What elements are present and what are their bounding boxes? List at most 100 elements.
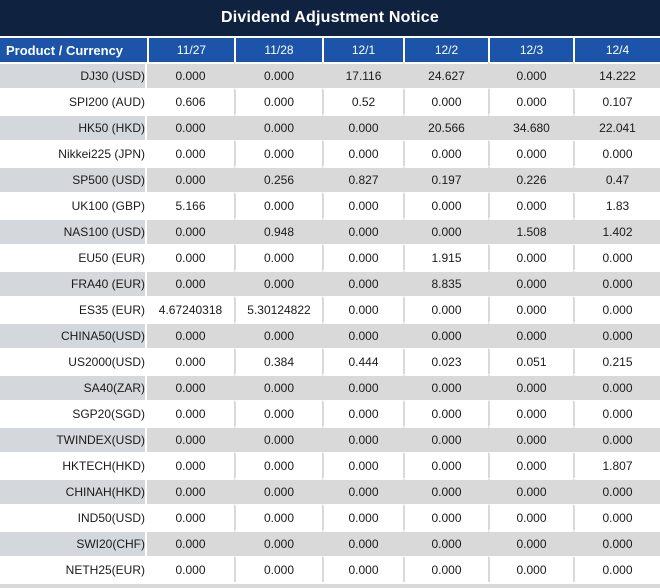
value-cell: 0.000: [573, 374, 660, 400]
value-cell: 0.000: [403, 140, 488, 166]
value-cell: 0.000: [488, 556, 573, 582]
product-cell: TWINDEX(USD): [0, 426, 147, 452]
value-cell: 0.000: [147, 452, 234, 478]
value-cell: 0.000: [234, 400, 322, 426]
value-cell: 0.000: [403, 478, 488, 504]
value-cell: 0.000: [147, 478, 234, 504]
value-cell: 0.000: [147, 400, 234, 426]
table-row: UK100 (GBP) 5.166 0.000 0.000 0.000 0.000 1.83: [0, 192, 660, 218]
product-cell: NETH25(EUR): [0, 556, 147, 582]
value-cell: 0.000: [488, 62, 573, 88]
product-cell: EU50 (EUR): [0, 244, 147, 270]
value-cell: 0.000: [234, 114, 322, 140]
value-cell: 0.000: [403, 296, 488, 322]
product-cell: HK50 (HKD): [0, 114, 147, 140]
value-cell: 0.000: [322, 296, 403, 322]
header-row: Product / Currency 11/27 11/28 12/1 12/2…: [0, 38, 660, 62]
product-cell: SPI200 (AUD): [0, 88, 147, 114]
product-cell: Nikkei225 (JPN): [0, 140, 147, 166]
product-cell: IND50(USD): [0, 504, 147, 530]
value-cell: 0.000: [234, 530, 322, 556]
value-cell: 1.402: [573, 218, 660, 244]
value-cell: 0.000: [147, 348, 234, 374]
table-row: SP500 (USD) 0.000 0.256 0.827 0.197 0.226 0.47: [0, 166, 660, 192]
value-cell: 0.000: [403, 426, 488, 452]
value-cell: 0.000: [573, 478, 660, 504]
value-cell: 0.000: [234, 426, 322, 452]
value-cell: 0.384: [234, 348, 322, 374]
value-cell: 0.000: [488, 322, 573, 348]
date-column-header: 12/3: [488, 38, 573, 62]
table-row: NAS100 (USD) 0.000 0.948 0.000 0.000 1.508 1.4…: [0, 218, 660, 244]
product-cell: SWI20(CHF): [0, 530, 147, 556]
value-cell: 0.52: [322, 88, 403, 114]
product-cell: ES35 (EUR): [0, 296, 147, 322]
value-cell: 0.000: [573, 296, 660, 322]
value-cell: 0.000: [322, 478, 403, 504]
value-cell: 0.000: [147, 556, 234, 582]
table-row: EU50 (EUR) 0.000 0.000 0.000 1.915 0.000 0.000: [0, 244, 660, 270]
value-cell: 0.000: [322, 218, 403, 244]
bottom-edge-strip: [0, 582, 660, 588]
table-row: SA40(ZAR) 0.000 0.000 0.000 0.000 0.000 0.000: [0, 374, 660, 400]
table-row: SGP20(SGD) 0.000 0.000 0.000 0.000 0.000 0.000: [0, 400, 660, 426]
value-cell: 0.000: [147, 166, 234, 192]
value-cell: 0.000: [488, 530, 573, 556]
table-body: DJ30 (USD) 0.000 0.000 17.116 24.627 0.000 14.…: [0, 62, 660, 582]
value-cell: 0.000: [488, 192, 573, 218]
value-cell: 0.47: [573, 166, 660, 192]
value-cell: 0.000: [488, 244, 573, 270]
product-cell: DJ30 (USD): [0, 62, 147, 88]
value-cell: 0.000: [322, 374, 403, 400]
value-cell: 0.000: [234, 270, 322, 296]
product-cell: NAS100 (USD): [0, 218, 147, 244]
value-cell: 0.000: [322, 114, 403, 140]
value-cell: 0.000: [147, 62, 234, 88]
product-cell: CHINA50(USD): [0, 322, 147, 348]
value-cell: 0.107: [573, 88, 660, 114]
date-column-header: 11/27: [147, 38, 234, 62]
value-cell: 0.000: [573, 270, 660, 296]
value-cell: 0.000: [234, 322, 322, 348]
table-row: DJ30 (USD) 0.000 0.000 17.116 24.627 0.000 14.…: [0, 62, 660, 88]
value-cell: 0.000: [234, 62, 322, 88]
product-cell: SGP20(SGD): [0, 400, 147, 426]
value-cell: 0.000: [147, 374, 234, 400]
value-cell: 0.000: [403, 452, 488, 478]
value-cell: 0.000: [322, 556, 403, 582]
value-cell: 0.000: [322, 400, 403, 426]
value-cell: 24.627: [403, 62, 488, 88]
value-cell: 0.000: [147, 244, 234, 270]
product-cell: SA40(ZAR): [0, 374, 147, 400]
value-cell: 0.444: [322, 348, 403, 374]
value-cell: 0.000: [322, 322, 403, 348]
value-cell: 0.000: [147, 504, 234, 530]
value-cell: 0.000: [573, 504, 660, 530]
product-cell: SP500 (USD): [0, 166, 147, 192]
table-row: SPI200 (AUD) 0.606 0.000 0.52 0.000 0.000 0.10…: [0, 88, 660, 114]
date-column-header: 12/4: [573, 38, 660, 62]
value-cell: 0.000: [573, 244, 660, 270]
value-cell: 22.041: [573, 114, 660, 140]
value-cell: 0.000: [322, 192, 403, 218]
value-cell: 5.30124822: [234, 296, 322, 322]
value-cell: 0.000: [147, 114, 234, 140]
value-cell: 0.000: [147, 530, 234, 556]
value-cell: 0.000: [573, 140, 660, 166]
value-cell: 0.000: [488, 478, 573, 504]
value-cell: 0.000: [234, 88, 322, 114]
value-cell: 1.83: [573, 192, 660, 218]
product-cell: HKTECH(HKD): [0, 452, 147, 478]
value-cell: 17.116: [322, 62, 403, 88]
product-cell: CHINAH(HKD): [0, 478, 147, 504]
value-cell: 0.000: [147, 270, 234, 296]
value-cell: 0.000: [234, 374, 322, 400]
value-cell: 0.000: [488, 426, 573, 452]
value-cell: 0.197: [403, 166, 488, 192]
value-cell: 20.566: [403, 114, 488, 140]
value-cell: 0.000: [403, 374, 488, 400]
value-cell: 0.000: [488, 374, 573, 400]
value-cell: 0.000: [403, 400, 488, 426]
value-cell: 0.000: [573, 556, 660, 582]
